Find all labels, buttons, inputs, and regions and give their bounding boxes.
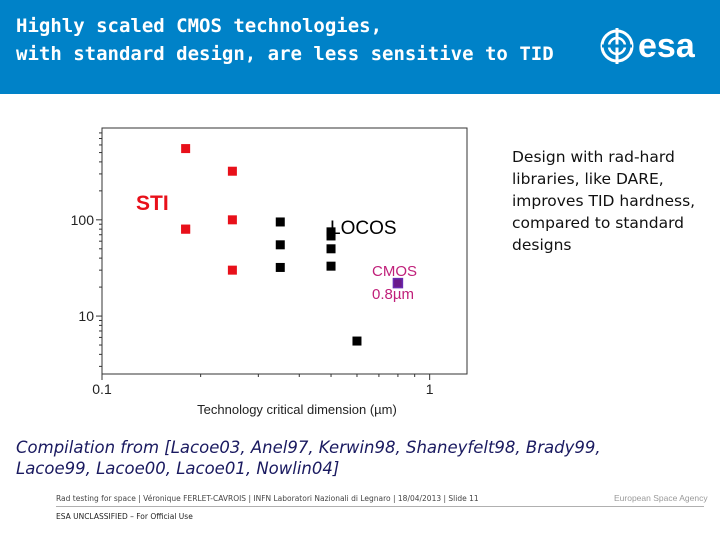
data-point-1-0 <box>275 217 285 227</box>
compilation-references: Compilation from [Lacoe03, Anel97, Kerwi… <box>16 438 601 478</box>
classification-label: ESA UNCLASSIFIED – For Official Use <box>56 512 193 521</box>
x-axis-label: Technology critical dimension (µm) <box>197 402 397 417</box>
footer-text: Rad testing for space | Véronique FERLET… <box>56 494 479 503</box>
data-point-0-0 <box>181 144 191 154</box>
chart-annotations: STI LOCOS CMOS 0.8µm <box>136 192 417 303</box>
slide-title: Highly scaled CMOS technologies, with st… <box>16 12 596 68</box>
data-point-1-7 <box>352 336 362 346</box>
data-point-1-1 <box>275 240 285 250</box>
data-point-1-6 <box>326 261 336 271</box>
data-point-0-4 <box>181 224 191 234</box>
chart-points <box>181 144 404 346</box>
esa-logo: esa <box>600 24 710 72</box>
plot-frame <box>101 127 468 375</box>
chart-frame <box>101 127 468 375</box>
chart-ticks: 0.1 1 10 100 <box>71 132 434 397</box>
data-point-2-0 <box>392 277 404 289</box>
y-tick-label-0: 10 <box>78 308 94 324</box>
y-tick-label-1: 100 <box>71 212 95 228</box>
data-point-1-5 <box>326 244 336 254</box>
footer-divider <box>56 506 704 507</box>
chart-annotation-2: CMOS <box>372 263 417 280</box>
x-tick-label-0: 0.1 <box>92 381 112 397</box>
esa-logo-text: esa <box>638 27 695 65</box>
chart-annotation-3: 0.8µm <box>372 286 414 303</box>
side-note: Design with rad-hard libraries, like DAR… <box>512 148 696 254</box>
chart-annotation-1: LOCOS <box>330 218 397 239</box>
data-point-0-5 <box>227 265 237 275</box>
data-point-0-2 <box>227 166 237 176</box>
data-point-1-4 <box>326 231 336 241</box>
chart-annotation-0: STI <box>136 192 169 215</box>
agency-name: European Space Agency <box>614 493 708 503</box>
esa-logo-icon <box>600 28 634 64</box>
slide-title-line-2: with standard design, are less sensitive… <box>16 43 554 65</box>
slide-title-line-1: Highly scaled CMOS technologies, <box>16 15 383 37</box>
x-tick-label-1: 1 <box>426 381 434 397</box>
data-point-1-2 <box>275 262 285 272</box>
data-point-0-3 <box>227 215 237 225</box>
header-bar: Highly scaled CMOS technologies, with st… <box>0 0 720 94</box>
tid-scatter-chart: 0.1 1 10 100 STI LOCOS CMOS 0.8µm Technology c… <box>71 127 468 417</box>
